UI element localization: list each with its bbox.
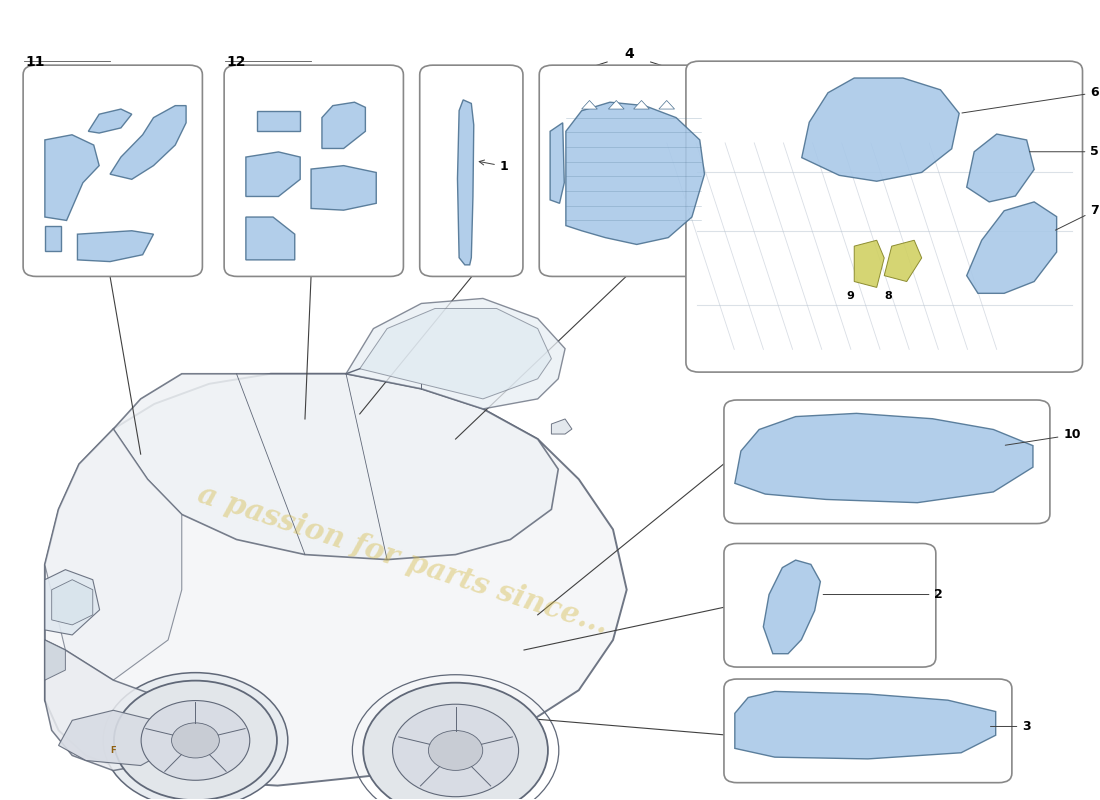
Polygon shape — [458, 100, 474, 265]
Polygon shape — [659, 101, 674, 109]
Text: 7: 7 — [1055, 204, 1099, 230]
Polygon shape — [113, 374, 558, 560]
Text: 10: 10 — [1005, 428, 1081, 446]
Polygon shape — [58, 710, 168, 766]
Text: a passion for parts since...: a passion for parts since... — [195, 479, 613, 640]
Polygon shape — [45, 226, 62, 251]
Polygon shape — [735, 414, 1033, 502]
Text: 11: 11 — [25, 55, 45, 69]
Circle shape — [363, 682, 548, 800]
Polygon shape — [608, 101, 624, 109]
Text: 12: 12 — [227, 55, 245, 69]
Polygon shape — [246, 152, 300, 197]
Text: 9: 9 — [847, 291, 855, 302]
Text: 2: 2 — [823, 588, 943, 601]
FancyBboxPatch shape — [686, 61, 1082, 372]
Polygon shape — [45, 640, 65, 680]
FancyBboxPatch shape — [420, 65, 522, 277]
Polygon shape — [77, 230, 154, 262]
Polygon shape — [322, 102, 365, 149]
Polygon shape — [634, 101, 649, 109]
Circle shape — [393, 704, 518, 797]
Text: 4: 4 — [624, 47, 634, 61]
Circle shape — [428, 730, 483, 770]
Polygon shape — [802, 78, 959, 182]
Polygon shape — [311, 166, 376, 210]
FancyBboxPatch shape — [539, 65, 718, 277]
Polygon shape — [45, 429, 182, 680]
Polygon shape — [360, 309, 551, 399]
Polygon shape — [551, 419, 572, 434]
Polygon shape — [582, 101, 597, 109]
Text: 8: 8 — [884, 291, 892, 302]
Polygon shape — [45, 134, 99, 221]
Polygon shape — [565, 102, 704, 245]
FancyBboxPatch shape — [224, 65, 404, 277]
Polygon shape — [550, 122, 564, 203]
Polygon shape — [45, 374, 627, 786]
Polygon shape — [88, 109, 132, 133]
Polygon shape — [45, 570, 100, 635]
Text: F: F — [110, 746, 117, 755]
Circle shape — [172, 723, 219, 758]
Circle shape — [114, 681, 277, 800]
Polygon shape — [735, 691, 996, 759]
Text: 6: 6 — [961, 86, 1099, 113]
FancyBboxPatch shape — [724, 400, 1049, 523]
Polygon shape — [52, 580, 92, 625]
Polygon shape — [256, 110, 300, 131]
Text: 5: 5 — [1030, 146, 1099, 158]
Polygon shape — [967, 134, 1034, 202]
FancyBboxPatch shape — [724, 543, 936, 667]
Text: 3: 3 — [990, 720, 1031, 733]
Polygon shape — [346, 298, 565, 409]
Polygon shape — [45, 640, 196, 770]
Polygon shape — [855, 240, 884, 287]
FancyBboxPatch shape — [23, 65, 202, 277]
Polygon shape — [763, 560, 821, 654]
Polygon shape — [967, 202, 1057, 294]
Circle shape — [103, 673, 288, 800]
Circle shape — [141, 701, 250, 780]
Text: 1: 1 — [480, 160, 508, 173]
Polygon shape — [884, 240, 922, 282]
FancyBboxPatch shape — [724, 679, 1012, 782]
Polygon shape — [246, 217, 295, 260]
Polygon shape — [110, 106, 186, 179]
